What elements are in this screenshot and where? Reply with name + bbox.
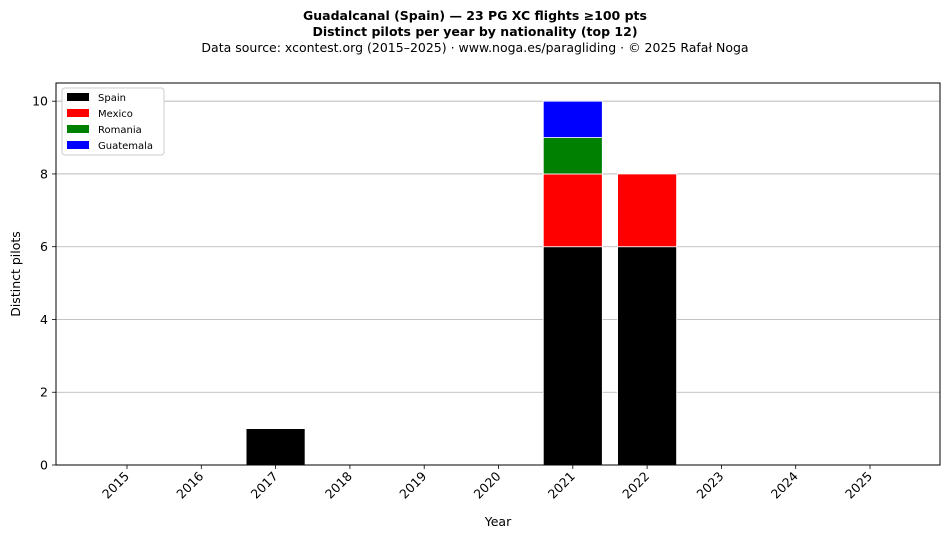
x-tick-label: 2016 <box>173 468 206 501</box>
x-axis-label: Year <box>484 514 512 529</box>
y-tick-label: 2 <box>40 385 48 400</box>
x-tick-label: 2015 <box>99 469 132 502</box>
bar-spain-2017 <box>245 428 306 466</box>
y-axis-label: Distinct pilots <box>8 231 23 317</box>
bar-mexico-2021 <box>542 173 603 248</box>
gridlines <box>56 100 940 393</box>
y-tick-label: 6 <box>40 239 48 254</box>
bar-guatemala-2021 <box>542 100 603 138</box>
legend-label-spain: Spain <box>98 93 126 104</box>
legend-swatch-guatemala <box>67 141 89 149</box>
legend-label-romania: Romania <box>98 125 142 136</box>
y-tick-label: 4 <box>40 312 48 327</box>
chart-title: Guadalcanal (Spain) — 23 PG XC flights ≥… <box>303 8 647 23</box>
legend-swatch-mexico <box>67 109 89 117</box>
x-tick-label: 2019 <box>396 468 429 501</box>
chart-subtitle: Distinct pilots per year by nationality … <box>312 24 638 39</box>
x-tick-label: 2024 <box>768 468 801 501</box>
x-tick-label: 2020 <box>471 468 504 501</box>
legend-label-mexico: Mexico <box>98 109 133 120</box>
x-tick-label: 2025 <box>842 469 875 502</box>
y-tick-label: 0 <box>40 458 48 473</box>
bar-spain-2022 <box>617 246 677 466</box>
chart-title-block: Guadalcanal (Spain) — 23 PG XC flights ≥… <box>0 8 950 56</box>
x-tick-label: 2022 <box>619 469 652 502</box>
bar-spain-2021 <box>542 246 603 466</box>
bar-mexico-2022 <box>617 173 677 248</box>
bar-romania-2021 <box>542 137 603 175</box>
legend-swatch-spain <box>67 93 89 101</box>
data-source-note: Data source: xcontest.org (2015–2025) · … <box>201 40 749 55</box>
legend-swatch-romania <box>67 125 89 133</box>
legend-box <box>61 87 165 156</box>
x-tick-label: 2018 <box>322 468 355 501</box>
y-tick-label: 8 <box>40 166 48 181</box>
bars <box>245 100 677 466</box>
legend-label-guatemala: Guatemala <box>98 141 153 152</box>
y-tick-label: 10 <box>32 94 48 109</box>
x-tick-label: 2023 <box>693 469 726 502</box>
plot-frame <box>55 82 941 466</box>
x-tick-label: 2017 <box>248 469 281 502</box>
x-tick-label: 2021 <box>545 469 578 502</box>
legend: Spain Mexico Romania Guatemala <box>61 87 165 156</box>
